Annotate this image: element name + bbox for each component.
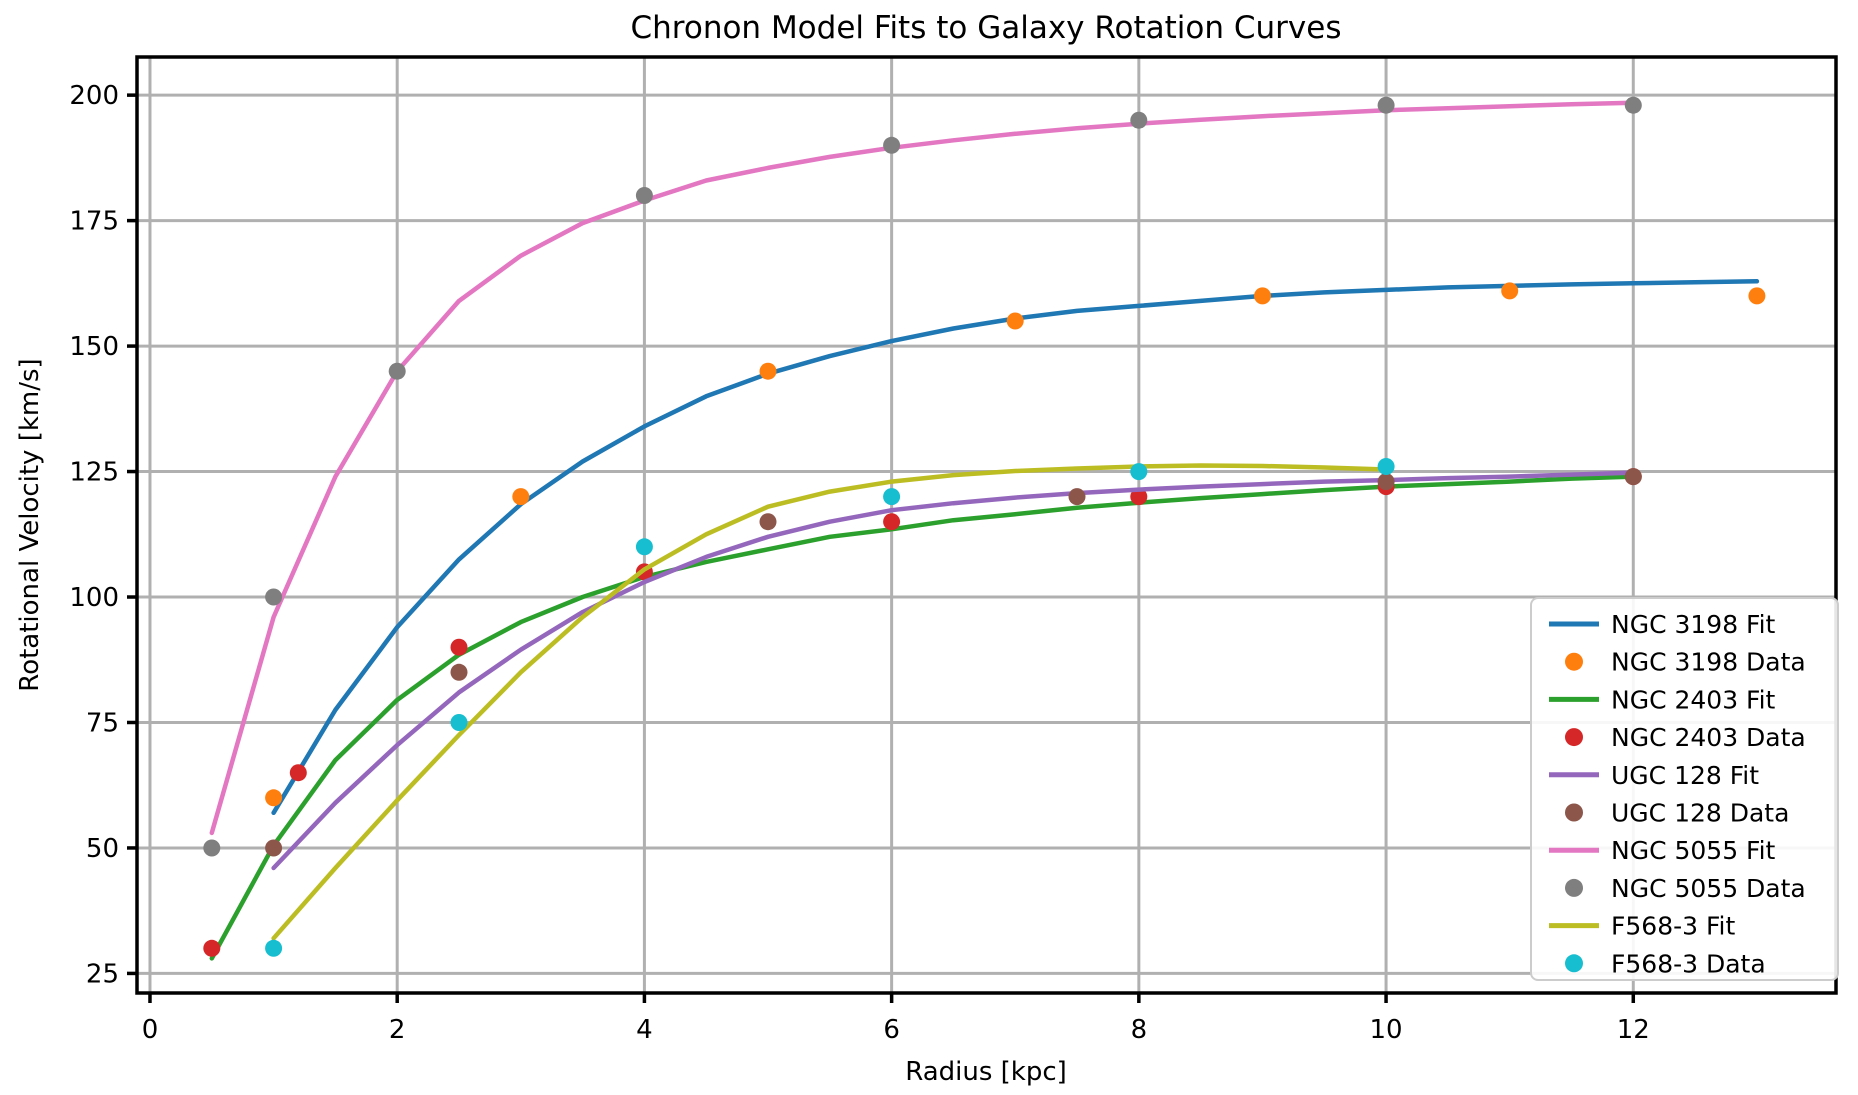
fit-line-ngc-2403-fit [209,474,1636,961]
data-point-ugc-128-data [265,839,283,857]
legend-marker [1565,878,1583,897]
data-point-ngc-3198-data [265,789,283,807]
legend-entry-ngc-5055-fit: NGC 5055 Fit [1549,836,1776,865]
data-point-ngc-5055-data [265,588,283,606]
data-point-ngc-5055-data [635,187,653,204]
data-point-ngc-5055-data [1130,111,1148,129]
fit-line-ngc-5055-fit [209,100,1636,836]
data-point-ugc-128-data [759,513,777,531]
data-point-ngc-3198-data [1748,287,1766,305]
x-tick-label-10: 10 [1370,1015,1403,1045]
legend-entry-ngc-2403-fit: NGC 2403 Fit [1549,685,1776,714]
legend-entry-f568-3-data: F568-3 Data [1565,949,1766,978]
legend-label: UGC 128 Fit [1611,761,1759,790]
data-point-ugc-128-data [1377,473,1395,491]
data-point-f568-3-data [1377,458,1395,475]
fit-line-f568-3-fit [271,463,1389,941]
data-point-ngc-2403-data [1130,488,1148,506]
y-tick-label-150: 150 [69,332,119,362]
legend-entry-ugc-128-fit: UGC 128 Fit [1549,761,1759,790]
axes-layer: 0 2 4 6 8 10 12 25 50 75 100 125 150 175 200 [69,55,1838,1045]
data-point-ugc-128-data [450,663,468,681]
y-tick-label-50: 50 [86,834,119,864]
legend-frame [1530,597,1839,981]
legend-label: NGC 3198 Fit [1611,610,1776,639]
y-tick-label-100: 100 [69,583,119,613]
legend-label: NGC 5055 Fit [1611,836,1776,865]
data-point-f568-3-data [265,939,283,957]
legend-label: NGC 2403 Data [1611,723,1806,752]
legend-entry-ngc-5055-data: NGC 5055 Data [1565,874,1806,903]
y-axis-label: Rotational Velocity [km/s] [15,358,45,691]
data-point-ngc-5055-data [203,839,221,857]
series-layer [203,96,1766,961]
y-tick-label-175: 175 [69,207,119,237]
x-tick-label-0: 0 [142,1015,159,1045]
data-point-ngc-3198-data [512,488,530,506]
data-point-ngc-2403-data [883,513,901,531]
data-point-ngc-5055-data [1377,96,1395,114]
data-point-ngc-5055-data [883,136,901,154]
fit-line-ugc-128-fit [271,470,1636,871]
legend-marker [1565,954,1583,973]
legend-entry-ngc-3198-data: NGC 3198 Data [1565,648,1806,677]
data-point-ngc-2403-data [450,638,468,656]
legend-entry-ngc-3198-fit: NGC 3198 Fit [1549,610,1776,639]
data-point-ugc-128-data [1068,488,1086,506]
data-point-f568-3-data [635,538,653,556]
data-point-ngc-3198-data [1501,282,1519,300]
legend-label: NGC 2403 Fit [1611,685,1776,714]
legend-entry-ugc-128-data: UGC 128 Data [1565,799,1789,828]
x-tick-label-8: 8 [1131,1015,1148,1045]
chart-title: Chronon Model Fits to Galaxy Rotation Cu… [631,10,1342,46]
data-point-f568-3-data [450,714,468,731]
plot-border [135,55,1838,995]
legend-label: NGC 5055 Data [1611,874,1806,903]
legend-label: UGC 128 Data [1611,799,1789,828]
legend-entry-f568-3-fit: F568-3 Fit [1549,912,1735,941]
x-tick-label-2: 2 [389,1015,406,1045]
x-tick-label-4: 4 [636,1015,653,1045]
y-tick-label-200: 200 [69,81,119,111]
data-point-f568-3-data [883,488,901,506]
y-tick-label-25: 25 [86,959,119,989]
legend-label: F568-3 Fit [1611,912,1735,941]
x-tick-label-6: 6 [883,1015,900,1045]
legend-marker [1565,803,1583,822]
legend-label: F568-3 Data [1611,949,1766,978]
data-point-ngc-3198-data [759,362,777,380]
data-point-ugc-128-data [1624,468,1642,486]
data-point-ngc-3198-data [1006,312,1024,330]
legend-label: NGC 3198 Data [1611,648,1806,677]
data-point-ngc-2403-data [203,939,221,957]
y-tick-label-75: 75 [86,708,119,738]
x-tick-label-12: 12 [1617,1015,1650,1045]
data-point-ngc-5055-data [1624,96,1642,114]
data-point-ngc-2403-data [289,764,307,782]
data-point-f568-3-data [1130,463,1148,481]
legend: NGC 3198 Fit NGC 3198 Data NGC 2403 Fit NGC… [1530,597,1839,981]
x-axis-label: Radius [kpc] [905,1057,1067,1087]
data-point-ngc-5055-data [388,362,406,380]
legend-marker [1565,728,1583,747]
data-point-ngc-3198-data [1254,287,1271,305]
legend-marker [1565,652,1583,671]
legend-entry-ngc-2403-data: NGC 2403 Data [1565,723,1806,752]
y-tick-label-125: 125 [69,458,119,488]
